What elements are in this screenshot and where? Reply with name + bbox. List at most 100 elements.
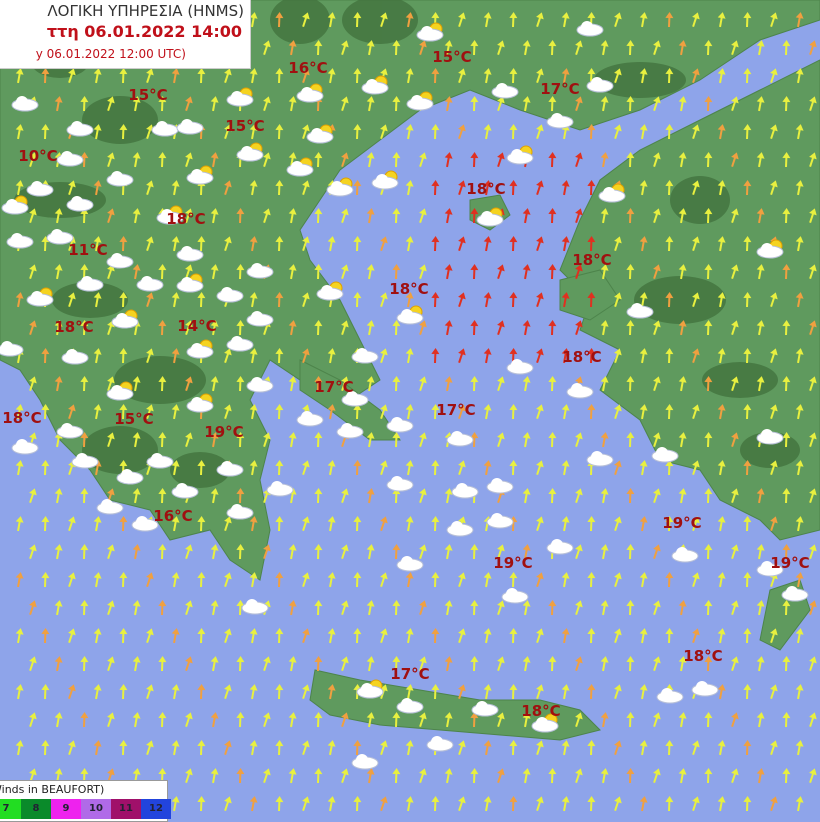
wind-arrow-icon — [210, 320, 219, 336]
wind-arrow-icon — [302, 740, 310, 755]
wind-arrow-icon — [236, 768, 245, 784]
wind-arrow-icon — [236, 320, 245, 336]
wind-arrow-icon — [93, 124, 102, 140]
wind-arrow-icon — [146, 404, 154, 419]
wind-arrow-icon — [653, 600, 661, 615]
wind-arrow-icon — [704, 208, 713, 224]
wind-arrow-icon — [224, 628, 232, 643]
wind-arrow-icon — [288, 152, 297, 168]
wind-arrow-icon — [54, 208, 63, 224]
cloud-icon — [171, 483, 199, 499]
wind-arrow-icon — [327, 460, 336, 476]
wind-arrow-icon — [327, 348, 336, 364]
wind-arrow-icon — [158, 488, 167, 504]
cloud-icon — [586, 451, 614, 467]
wind-arrow-icon — [197, 292, 206, 308]
temperature-label: 17°C — [540, 80, 579, 98]
wind-arrow-icon — [743, 460, 752, 476]
cloud-icon — [586, 77, 614, 93]
wind-arrow-icon — [275, 12, 284, 28]
wind-arrow-icon — [314, 376, 323, 392]
wind-arrow-icon — [782, 768, 791, 784]
wind-arrow-icon — [717, 124, 726, 140]
wind-arrow-icon — [561, 572, 570, 588]
wind-arrow-icon — [210, 208, 219, 224]
wind-arrow-icon — [302, 572, 310, 587]
beaufort-level: 7 — [0, 799, 21, 819]
wind-arrow-icon — [249, 180, 258, 196]
wind-arrow-icon — [587, 180, 596, 196]
wind-arrow-icon — [107, 600, 115, 615]
temperature-label: 15°C — [114, 410, 153, 428]
wind-arrow-icon — [743, 516, 752, 532]
wind-arrow-icon — [522, 432, 531, 448]
wind-arrow-icon — [314, 600, 323, 616]
wind-arrow-icon — [341, 656, 349, 671]
wind-arrow-icon — [653, 488, 661, 503]
wind-arrow-icon — [743, 68, 752, 84]
wind-arrow-icon — [770, 180, 778, 195]
wind-arrow-icon — [483, 684, 492, 700]
sun-cloud-icon — [531, 713, 559, 733]
wind-arrow-icon — [353, 628, 362, 644]
cloud-icon — [446, 521, 474, 537]
wind-arrow-icon — [171, 348, 180, 364]
wind-arrow-icon — [171, 236, 180, 252]
wind-arrow-icon — [302, 236, 310, 251]
cloud-icon — [11, 96, 39, 112]
wind-arrow-icon — [678, 264, 687, 280]
wind-arrow-icon — [639, 404, 648, 420]
wind-arrow-icon — [107, 152, 115, 167]
wind-arrow-icon — [561, 628, 570, 644]
wind-arrow-icon — [327, 684, 336, 700]
wind-arrow-icon — [770, 516, 778, 531]
wind-arrow-icon — [341, 152, 349, 167]
wind-arrow-icon — [587, 740, 596, 756]
wind-arrow-icon — [327, 796, 336, 812]
wind-arrow-icon — [353, 460, 362, 476]
wind-arrow-icon — [366, 600, 375, 616]
wind-arrow-icon — [353, 796, 362, 812]
wind-arrow-icon — [626, 600, 635, 616]
wind-arrow-icon — [770, 684, 778, 699]
wind-arrow-icon — [704, 264, 713, 280]
wind-arrow-icon — [380, 348, 388, 363]
sun-cloud-icon — [236, 142, 264, 162]
wind-arrow-icon — [665, 124, 674, 140]
wind-arrow-icon — [392, 320, 401, 336]
cloud-icon — [241, 599, 269, 615]
wind-arrow-icon — [54, 320, 63, 336]
wind-arrow-icon — [93, 68, 102, 84]
wind-arrow-icon — [80, 600, 89, 616]
cloud-icon — [651, 447, 679, 463]
wind-arrow-icon — [341, 768, 349, 783]
wind-arrow-icon — [600, 40, 609, 56]
wind-arrow-icon — [704, 488, 713, 504]
wind-arrow-icon — [665, 404, 674, 420]
wind-arrow-icon — [119, 68, 128, 84]
wind-arrow-icon — [600, 488, 609, 504]
wind-arrow-icon — [314, 712, 323, 728]
cloud-icon — [136, 276, 164, 292]
sun-cloud-icon — [371, 170, 399, 190]
cloud-icon — [546, 113, 574, 129]
temperature-label: 18°C — [466, 180, 505, 198]
wind-arrow-icon — [249, 68, 258, 84]
sun-cloud-icon — [598, 183, 626, 203]
wind-arrow-icon — [665, 460, 674, 476]
wind-arrow-icon — [575, 264, 583, 279]
wind-arrow-icon — [275, 68, 284, 84]
wind-arrow-icon — [185, 600, 193, 615]
wind-arrow-icon — [678, 40, 687, 56]
wind-arrow-icon — [263, 208, 271, 223]
wind-arrow-icon — [288, 320, 297, 336]
wind-arrow-icon — [119, 292, 128, 308]
wind-arrow-icon — [392, 376, 401, 392]
wind-arrow-icon — [626, 656, 635, 672]
wind-arrow-icon — [366, 208, 375, 224]
wind-arrow-icon — [366, 320, 375, 336]
wind-arrow-icon — [392, 264, 401, 280]
wind-arrow-icon — [458, 124, 466, 139]
wind-arrow-icon — [536, 796, 544, 811]
